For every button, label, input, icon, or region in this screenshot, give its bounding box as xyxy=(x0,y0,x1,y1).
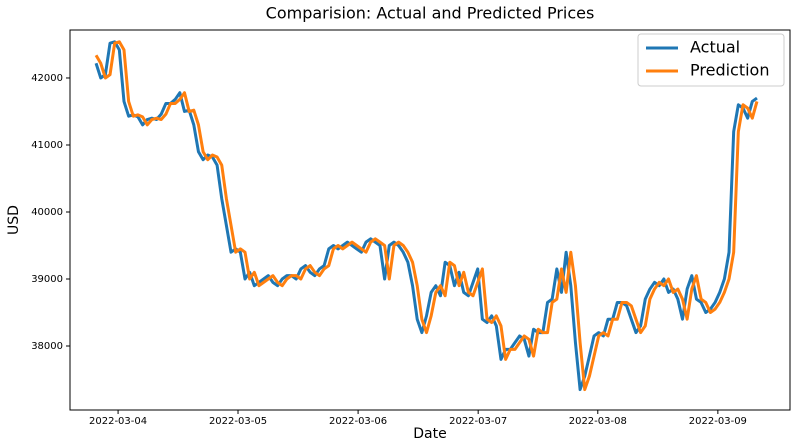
series-line xyxy=(94,40,759,392)
x-tick-label: 2022-03-09 xyxy=(689,416,747,427)
y-tick-label: 39000 xyxy=(31,274,63,285)
x-tick-label: 2022-03-04 xyxy=(89,416,147,427)
legend-label: Prediction xyxy=(690,61,769,80)
x-tick-label: 2022-03-05 xyxy=(209,416,267,427)
chart-title: Comparision: Actual and Predicted Prices xyxy=(266,4,595,23)
legend: Actual Prediction xyxy=(637,33,785,87)
x-axis-label: Date xyxy=(413,426,446,442)
legend-label: Actual xyxy=(690,38,740,57)
y-tick-label: 40000 xyxy=(31,207,63,218)
x-tick-label: 2022-03-08 xyxy=(569,416,627,427)
x-tick-label: 2022-03-07 xyxy=(449,416,507,427)
x-tick-label: 2022-03-06 xyxy=(329,416,387,427)
y-tick-label: 42000 xyxy=(31,73,63,84)
axes-frame xyxy=(69,29,791,411)
y-tick-label: 38000 xyxy=(31,341,63,352)
y-tick-label: 41000 xyxy=(31,140,63,151)
y-axis-label: USD xyxy=(6,205,22,235)
